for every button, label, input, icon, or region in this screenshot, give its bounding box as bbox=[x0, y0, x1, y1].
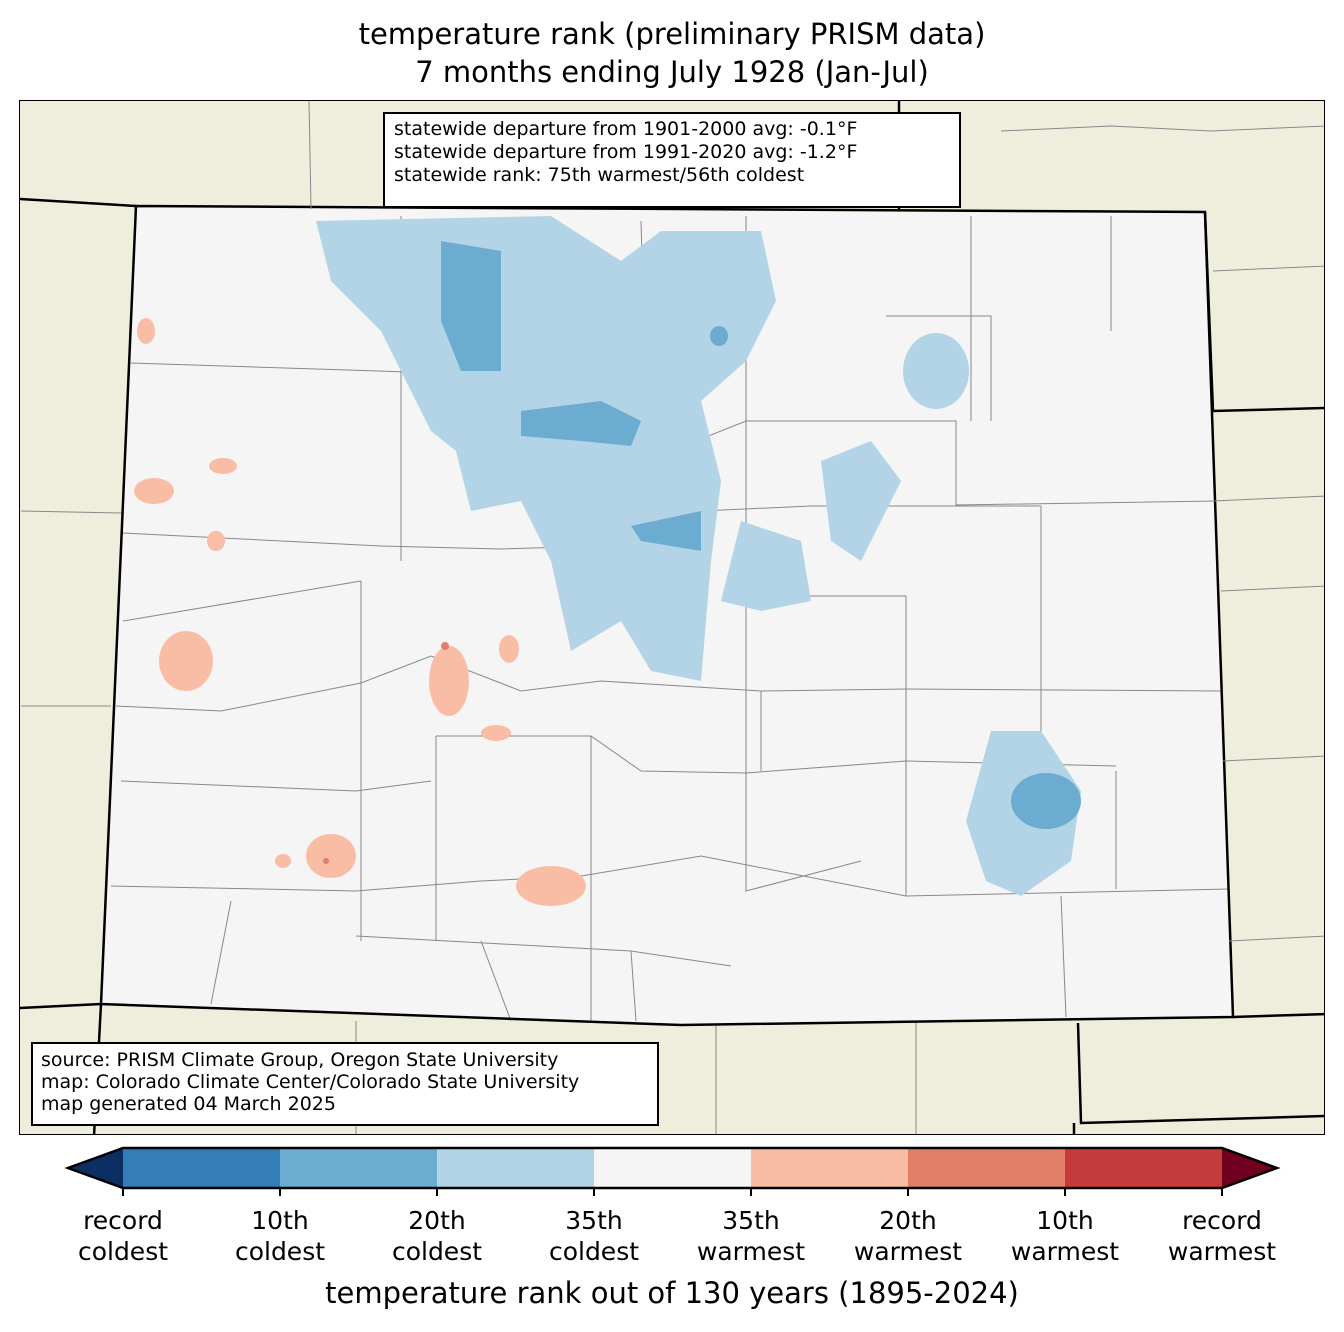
tick-label-bottom: warmest bbox=[696, 1237, 806, 1266]
map-title-line2: 7 months ending July 1928 (Jan-Jul) bbox=[415, 55, 929, 89]
tick-label-top: 20th bbox=[408, 1206, 466, 1235]
colorbar-tick-label: record coldest bbox=[43, 1205, 203, 1267]
map-canvas bbox=[20, 101, 1324, 1134]
tick-label-top: record bbox=[1182, 1206, 1262, 1235]
tick-label-top: 20th bbox=[879, 1206, 937, 1235]
tick-label-top: 35th bbox=[565, 1206, 623, 1235]
stats-rank: statewide rank: 75th warmest/56th coldes… bbox=[394, 164, 805, 186]
colorbar-axis-label: temperature rank out of 130 years (1895-… bbox=[325, 1276, 1019, 1310]
tick-label-bottom: warmest bbox=[1167, 1237, 1277, 1266]
colorbar-extend-low bbox=[68, 1148, 123, 1188]
tick-label-bottom: coldest bbox=[234, 1237, 326, 1266]
colorbar-tick-label: record warmest bbox=[1142, 1205, 1302, 1267]
tick-label-bottom: warmest bbox=[853, 1237, 963, 1266]
tick-label-top: 10th bbox=[251, 1206, 309, 1235]
map-title-line1: temperature rank (preliminary PRISM data… bbox=[358, 17, 986, 51]
source-box: source: PRISM Climate Group, Oregon Stat… bbox=[31, 1042, 659, 1126]
colorbar-tick-label: 20th warmest bbox=[828, 1205, 988, 1267]
colorbar-tick-label: 35th warmest bbox=[671, 1205, 831, 1267]
colorbar-segment bbox=[908, 1148, 1065, 1188]
colorado-rank-map bbox=[19, 100, 1325, 1135]
source-line: source: PRISM Climate Group, Oregon Stat… bbox=[41, 1049, 559, 1071]
statewide-stats-box: statewide departure from 1901-2000 avg: … bbox=[383, 112, 961, 208]
tick-label-bottom: coldest bbox=[548, 1237, 640, 1266]
colorbar-tick-label: 10th coldest bbox=[200, 1205, 360, 1267]
tick-label-top: record bbox=[83, 1206, 163, 1235]
tick-label-bottom: coldest bbox=[77, 1237, 169, 1266]
colorbar-tick-label: 10th warmest bbox=[985, 1205, 1145, 1267]
cold-anomaly-regions bbox=[316, 216, 1081, 896]
colorbar-tick-label: 20th coldest bbox=[357, 1205, 517, 1267]
tick-label-top: 10th bbox=[1036, 1206, 1094, 1235]
tick-label-top: 35th bbox=[722, 1206, 780, 1235]
tick-label-bottom: warmest bbox=[1010, 1237, 1120, 1266]
colorbar-extend-high bbox=[1222, 1148, 1277, 1188]
tick-label-bottom: coldest bbox=[391, 1237, 483, 1266]
colorbar-segment bbox=[123, 1148, 280, 1188]
colorbar-segment bbox=[1065, 1148, 1222, 1188]
warm-anomaly-regions bbox=[134, 318, 586, 906]
colorbar bbox=[64, 1146, 1281, 1196]
colorbar-segment bbox=[751, 1148, 908, 1188]
generated-date-line: map generated 04 March 2025 bbox=[41, 1093, 336, 1115]
colorbar-segment bbox=[594, 1148, 751, 1188]
colorbar-segment bbox=[437, 1148, 594, 1188]
map-credit-line: map: Colorado Climate Center/Colorado St… bbox=[41, 1071, 580, 1093]
colorbar-tick-label: 35th coldest bbox=[514, 1205, 674, 1267]
stats-departure-1901-2000: statewide departure from 1901-2000 avg: … bbox=[394, 118, 858, 140]
stats-departure-1991-2020: statewide departure from 1991-2020 avg: … bbox=[394, 141, 858, 163]
colorbar-segment bbox=[280, 1148, 437, 1188]
